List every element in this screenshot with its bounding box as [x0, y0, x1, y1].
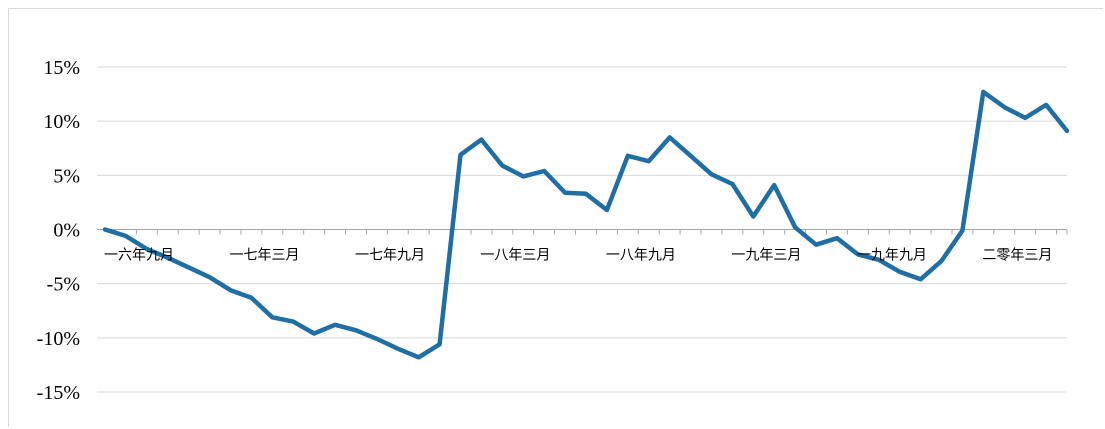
- x-tick-label: 一八年九月: [606, 248, 676, 264]
- y-tick-label: 5%: [53, 165, 80, 187]
- x-tick-label: 一九年九月: [857, 248, 927, 264]
- y-tick-label: -10%: [37, 328, 80, 350]
- chart-frame: [8, 8, 1103, 427]
- x-tick-label: 一八年三月: [480, 248, 550, 264]
- x-tick-label: 一九年三月: [731, 248, 801, 264]
- x-tick-label: 一六年九月: [104, 248, 174, 264]
- y-tick-label: 0%: [53, 220, 80, 242]
- y-tick-label: 10%: [43, 111, 80, 133]
- x-tick-label: 一七年九月: [355, 248, 425, 264]
- series-line: [102, 89, 1070, 360]
- y-tick-label: -15%: [37, 382, 80, 404]
- x-tick-label: 二零年三月: [982, 248, 1052, 264]
- y-tick-label: -5%: [47, 274, 80, 296]
- x-tick-label: 一七年三月: [229, 248, 299, 264]
- y-tick-label: 15%: [43, 57, 80, 79]
